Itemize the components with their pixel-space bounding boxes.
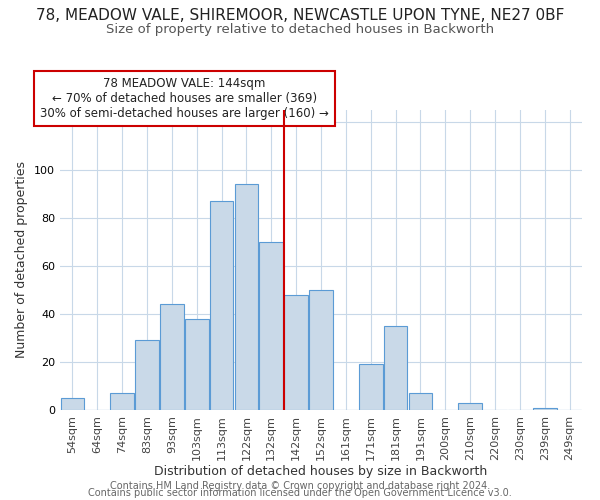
Bar — [235, 184, 258, 410]
Y-axis label: Number of detached properties: Number of detached properties — [16, 162, 28, 358]
Text: Distribution of detached houses by size in Backworth: Distribution of detached houses by size … — [154, 464, 488, 477]
Text: Contains HM Land Registry data © Crown copyright and database right 2024.: Contains HM Land Registry data © Crown c… — [110, 481, 490, 491]
Bar — [110, 393, 134, 410]
Text: 78 MEADOW VALE: 144sqm
← 70% of detached houses are smaller (369)
30% of semi-de: 78 MEADOW VALE: 144sqm ← 70% of detached… — [40, 76, 329, 120]
Bar — [409, 393, 432, 410]
Bar — [384, 326, 407, 410]
Bar — [533, 408, 557, 410]
Bar — [284, 295, 308, 410]
Text: Size of property relative to detached houses in Backworth: Size of property relative to detached ho… — [106, 22, 494, 36]
Bar — [359, 364, 383, 410]
Bar — [61, 398, 84, 410]
Text: Contains public sector information licensed under the Open Government Licence v3: Contains public sector information licen… — [88, 488, 512, 498]
Bar — [160, 304, 184, 410]
Bar — [259, 242, 283, 410]
Bar — [135, 340, 159, 410]
Text: 78, MEADOW VALE, SHIREMOOR, NEWCASTLE UPON TYNE, NE27 0BF: 78, MEADOW VALE, SHIREMOOR, NEWCASTLE UP… — [36, 8, 564, 22]
Bar — [458, 403, 482, 410]
Bar — [210, 201, 233, 410]
Bar — [185, 319, 209, 410]
Bar — [309, 290, 333, 410]
